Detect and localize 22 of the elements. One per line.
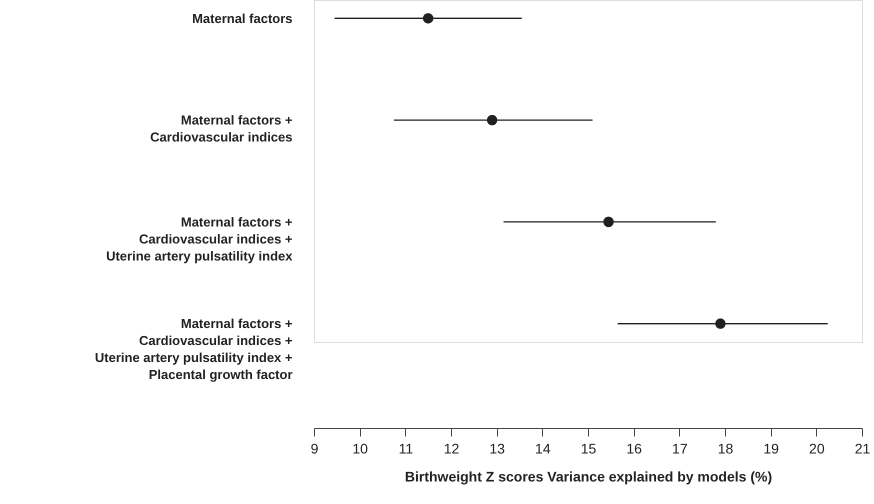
x-tick-label: 18 — [718, 440, 734, 456]
x-tick-label: 16 — [626, 440, 642, 456]
point — [603, 216, 614, 228]
x-tick-label: 11 — [398, 440, 414, 456]
y-tick-label: Maternal factors + Cardiovascular indices + Uterine artery pulsatility index — [106, 214, 294, 264]
x-tick-label: 15 — [580, 440, 596, 456]
y-tick-label: Maternal factors + Cardiovascular indices — [150, 112, 293, 145]
point — [715, 318, 726, 329]
x-axis-title: Birthweight Z scores Variance explained by models (%) — [404, 468, 772, 484]
point — [422, 13, 434, 24]
x-tick-label: 13 — [489, 440, 506, 456]
x-tick-label: 12 — [444, 440, 460, 456]
point — [486, 114, 498, 126]
x-tick-label: 19 — [763, 440, 780, 456]
x-tick-label: 10 — [352, 440, 368, 456]
x-tick-label: 21 — [854, 440, 870, 456]
x-tick-label: 9 — [310, 440, 319, 456]
y-tick-label: Maternal factors + Cardiovascular indices + Uterine artery pulsatility index + Placental growth factor — [94, 316, 293, 382]
x-tick-label: 14 — [535, 440, 551, 456]
y-tick-label: Maternal factors — [192, 10, 292, 26]
x-tick-label: 17 — [672, 440, 688, 456]
x-tick-label: 20 — [809, 440, 825, 456]
